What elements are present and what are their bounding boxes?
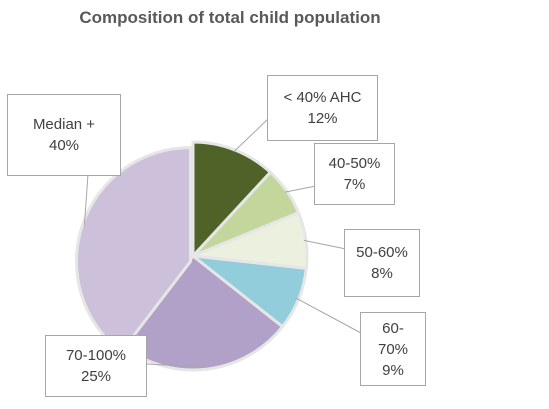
callout-0: < 40% AHC 12% [267,75,378,141]
callout-5: Median + 40% [7,94,121,176]
callout-0-label: < 40% AHC [283,89,362,106]
leader-line-3 [296,298,362,334]
callout-0-value: 12% [307,110,338,127]
leader-line-4 [146,363,207,368]
callout-3-label-line1: 60- [382,319,404,337]
callout-1: 40-50% 7% [314,143,395,205]
callout-4: 70-100% 25% [45,335,147,397]
callout-1-label: 40-50% [328,155,381,172]
leader-line-2 [303,239,347,250]
callout-4-label: 70-100% [65,347,127,364]
pie-slice-0 [191,140,272,258]
callout-2: 50-60% 8% [344,229,420,297]
leader-line-1 [284,185,317,193]
chart-title: Composition of total child population [79,8,381,27]
callout-3: 60- 70% 9% [360,312,426,386]
callout-2-label: 50-60% [356,244,408,261]
callout-5-value: 40% [48,137,80,154]
leader-line-0 [233,117,270,153]
pie-slice-5 [74,145,192,354]
callout-3-label-line2: 70% [377,340,409,358]
callout-4-value: 25% [80,368,112,385]
callout-5-label: Median + [32,116,96,133]
callout-2-value: 8% [371,265,393,282]
leader-line-5 [83,173,89,226]
callout-3-value: 9% [382,361,404,379]
callout-1-value: 7% [343,176,366,193]
